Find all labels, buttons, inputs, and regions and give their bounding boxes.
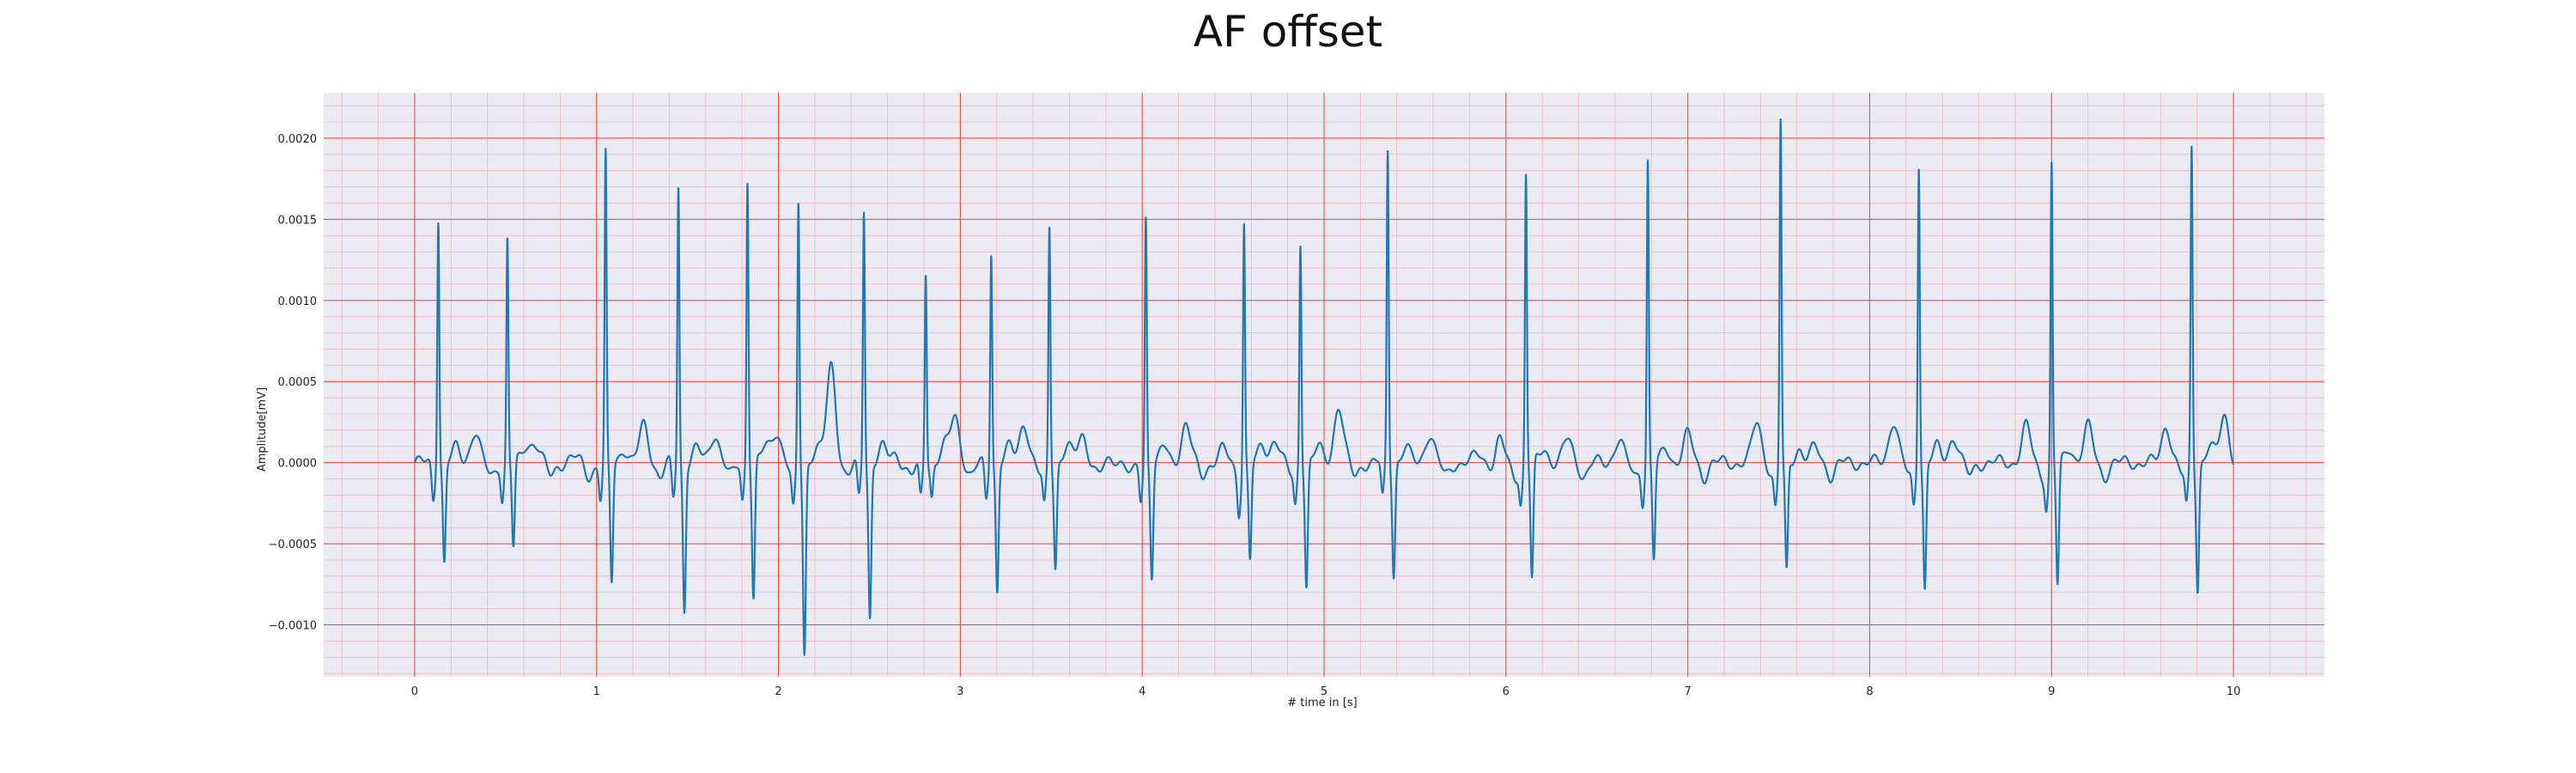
y-tick-label: 0.0000 <box>278 458 318 471</box>
y-tick-label: 0.0010 <box>278 295 318 308</box>
x-axis-label: # time in [s] <box>1287 697 1357 709</box>
y-tick-label: 0.0015 <box>278 214 318 227</box>
x-axis-ticks: 0 1 2 3 4 5 6 7 8 9 10 <box>411 685 2241 698</box>
y-tick-label: 0.0020 <box>278 133 318 146</box>
x-tick-label: 1 <box>593 685 600 698</box>
x-tick-label: 4 <box>1139 685 1145 698</box>
y-axis-ticks: −0.0010 −0.0005 0.0000 0.0005 0.0010 0.0015 0.… <box>269 133 317 633</box>
y-tick-label: 0.0005 <box>278 376 318 389</box>
ecg-series-line <box>413 119 2235 656</box>
y-axis-label: Amplitude[mV] <box>256 387 269 472</box>
x-tick-label: 8 <box>1866 685 1873 698</box>
x-tick-label: 5 <box>1321 685 1327 698</box>
x-tick-label: 10 <box>2227 685 2241 698</box>
chart-title: AF offset <box>1194 7 1382 57</box>
x-tick-label: 9 <box>2048 685 2055 698</box>
y-tick-label: −0.0005 <box>269 539 317 551</box>
x-tick-label: 2 <box>775 685 781 698</box>
x-tick-label: 3 <box>957 685 963 698</box>
x-tick-label: 0 <box>411 685 418 698</box>
y-tick-label: −0.0010 <box>269 620 317 633</box>
x-tick-label: 7 <box>1684 685 1691 698</box>
x-tick-label: 6 <box>1503 685 1510 698</box>
